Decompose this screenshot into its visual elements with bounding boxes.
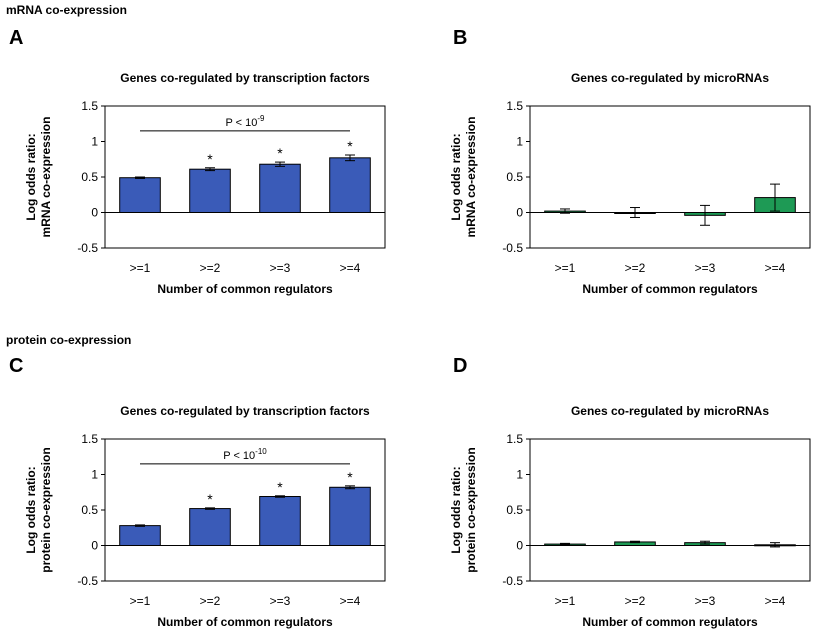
ytick-label-a: 1.5 bbox=[81, 99, 98, 113]
pvalue-label-c: P < 10-10 bbox=[223, 447, 267, 462]
bar-c-2 bbox=[189, 508, 231, 546]
bar-a-2 bbox=[189, 168, 231, 214]
chart-title-a: Genes co-regulated by transcription fact… bbox=[120, 71, 370, 85]
ytick-label-b: 0 bbox=[516, 206, 523, 220]
category-label-a-2: >=2 bbox=[200, 261, 221, 275]
ytick-label-b: -0.5 bbox=[502, 241, 523, 255]
ytick-label-c: 1.5 bbox=[81, 432, 98, 446]
significance-star-c-3: * bbox=[277, 479, 283, 495]
category-label-d-4: >=4 bbox=[765, 594, 786, 608]
y-axis-label-b-line-1: Log odds ratio: bbox=[449, 133, 463, 220]
bar-c-1 bbox=[119, 525, 161, 546]
significance-star-c-4: * bbox=[347, 469, 353, 485]
y-axis-label-b-line-2: mRNA co-expression bbox=[464, 117, 478, 238]
pvalue-text-c: P < 10 bbox=[223, 450, 255, 462]
x-axis-label-a: Number of common regulators bbox=[157, 282, 333, 296]
category-label-c-4: >=4 bbox=[340, 594, 361, 608]
category-label-a-3: >=3 bbox=[270, 261, 291, 275]
ytick-label-b: 0.5 bbox=[506, 170, 523, 184]
category-label-a-1: >=1 bbox=[130, 261, 151, 275]
ytick-label-c: 0 bbox=[91, 539, 98, 553]
ytick-label-d: 1.5 bbox=[506, 432, 523, 446]
category-label-d-2: >=2 bbox=[625, 594, 646, 608]
ytick-label-a: 1 bbox=[91, 135, 98, 149]
category-label-b-1: >=1 bbox=[555, 261, 576, 275]
panel-letter-c: C bbox=[9, 355, 24, 377]
ytick-label-d: 0.5 bbox=[506, 503, 523, 517]
ytick-label-d: 0 bbox=[516, 539, 523, 553]
bar-a-3 bbox=[259, 163, 301, 213]
ytick-label-b: 1 bbox=[516, 135, 523, 149]
bar-c-3 bbox=[259, 496, 301, 547]
category-label-b-4: >=4 bbox=[765, 261, 786, 275]
category-label-c-1: >=1 bbox=[130, 594, 151, 608]
category-label-b-2: >=2 bbox=[625, 261, 646, 275]
ytick-label-c: -0.5 bbox=[77, 574, 98, 588]
significance-star-a-4: * bbox=[347, 138, 353, 154]
significance-star-c-2: * bbox=[207, 491, 213, 507]
ytick-label-a: 0.5 bbox=[81, 170, 98, 184]
category-label-b-3: >=3 bbox=[695, 261, 716, 275]
bar-c-4 bbox=[329, 486, 371, 546]
ytick-label-a: -0.5 bbox=[77, 241, 98, 255]
pvalue-text-a: P < 10 bbox=[225, 117, 257, 129]
x-axis-label-b: Number of common regulators bbox=[582, 282, 758, 296]
ytick-label-d: 1 bbox=[516, 468, 523, 482]
panel-letter-b: B bbox=[453, 27, 468, 49]
pvalue-label-a: P < 10-9 bbox=[225, 114, 265, 129]
y-axis-label-d-line-1: Log odds ratio: bbox=[449, 466, 463, 553]
pvalue-exponent-a: -9 bbox=[257, 114, 265, 123]
section-title-mrna: mRNA co-expression bbox=[6, 3, 127, 17]
significance-star-a-3: * bbox=[277, 145, 283, 161]
panel-letter-d: D bbox=[453, 355, 468, 377]
panel-letter-a: A bbox=[9, 27, 24, 49]
section-title-protein: protein co-expression bbox=[6, 333, 132, 347]
plot-frame-d bbox=[529, 438, 811, 582]
bar-a-4 bbox=[329, 157, 371, 213]
x-axis-label-d: Number of common regulators bbox=[582, 615, 758, 629]
y-axis-label-d-line-2: protein co-expression bbox=[464, 447, 478, 572]
x-axis-label-c: Number of common regulators bbox=[157, 615, 333, 629]
y-axis-label-c-line-2: protein co-expression bbox=[39, 447, 53, 572]
ytick-label-c: 0.5 bbox=[81, 503, 98, 517]
chart-title-d: Genes co-regulated by microRNAs bbox=[571, 404, 769, 418]
category-label-c-2: >=2 bbox=[200, 594, 221, 608]
bar-a-1 bbox=[119, 177, 161, 214]
y-axis-label-a-line-1: Log odds ratio: bbox=[24, 133, 38, 220]
ytick-label-c: 1 bbox=[91, 468, 98, 482]
chart-title-c: Genes co-regulated by transcription fact… bbox=[120, 404, 370, 418]
category-label-c-3: >=3 bbox=[270, 594, 291, 608]
category-label-d-1: >=1 bbox=[555, 594, 576, 608]
pvalue-exponent-c: -10 bbox=[255, 447, 267, 456]
y-axis-label-c-line-1: Log odds ratio: bbox=[24, 466, 38, 553]
ytick-label-b: 1.5 bbox=[506, 99, 523, 113]
category-label-d-3: >=3 bbox=[695, 594, 716, 608]
plot-frame-b bbox=[529, 105, 811, 249]
ytick-label-d: -0.5 bbox=[502, 574, 523, 588]
significance-star-a-2: * bbox=[207, 151, 213, 167]
chart-title-b: Genes co-regulated by microRNAs bbox=[571, 71, 769, 85]
ytick-label-a: 0 bbox=[91, 206, 98, 220]
category-label-a-4: >=4 bbox=[340, 261, 361, 275]
y-axis-label-a-line-2: mRNA co-expression bbox=[39, 117, 53, 238]
